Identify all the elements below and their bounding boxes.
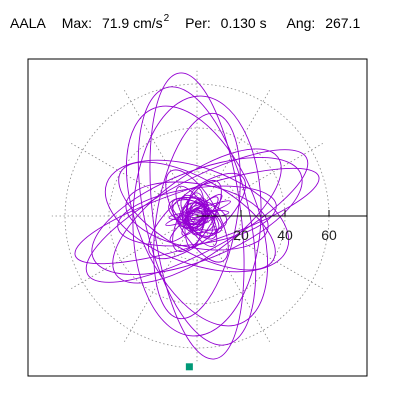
motion-core-trace-20 — [168, 197, 228, 231]
motion-trace-7 — [91, 157, 303, 275]
motion-trace-2 — [137, 86, 257, 346]
motion-core-trace-13 — [184, 187, 205, 249]
motion-core-trace-11 — [175, 210, 219, 223]
motion-trace-10 — [104, 159, 290, 273]
station-code: AALA — [10, 15, 46, 31]
grid-spoke-150 — [71, 143, 198, 217]
angle-label: Ang: — [286, 15, 316, 31]
motion-traces — [74, 72, 320, 360]
motion-core-trace-22 — [187, 209, 203, 226]
tick-label-60: 60 — [321, 227, 337, 243]
motion-core-trace-6 — [168, 209, 230, 221]
tick-label-20: 20 — [233, 227, 249, 243]
max-value: 71.9 cm/s — [101, 15, 163, 31]
motion-trace-16 — [172, 179, 222, 253]
motion-core-trace-18 — [186, 192, 206, 236]
motion-trace-15 — [165, 169, 229, 263]
period-label: Per: — [185, 15, 211, 31]
max-exponent: 2 — [163, 13, 170, 24]
chart-header: AALA Max: 71.9 cm/s2 Per: 0.130 s Ang: 2… — [10, 13, 360, 36]
motion-trace-9 — [112, 148, 282, 284]
period-value: 0.130 s — [220, 15, 267, 31]
plot-frame — [27, 58, 368, 377]
grid-spoke-330 — [196, 215, 323, 289]
motion-trace-5 — [153, 112, 241, 320]
axis-ticks: 20 40 60 — [233, 210, 337, 243]
marker-layer — [185, 363, 193, 371]
motion-trace-6 — [85, 149, 309, 283]
grid-spoke-210 — [71, 215, 198, 289]
tick-label-40: 40 — [277, 227, 293, 243]
angle-value: 267.1 — [325, 15, 361, 31]
motion-core-trace-19 — [180, 194, 218, 240]
motion-trace-4 — [125, 105, 269, 327]
motion-trace-11 — [118, 161, 276, 271]
max-label: Max: — [61, 15, 93, 31]
max-amplitude-marker — [185, 363, 193, 371]
